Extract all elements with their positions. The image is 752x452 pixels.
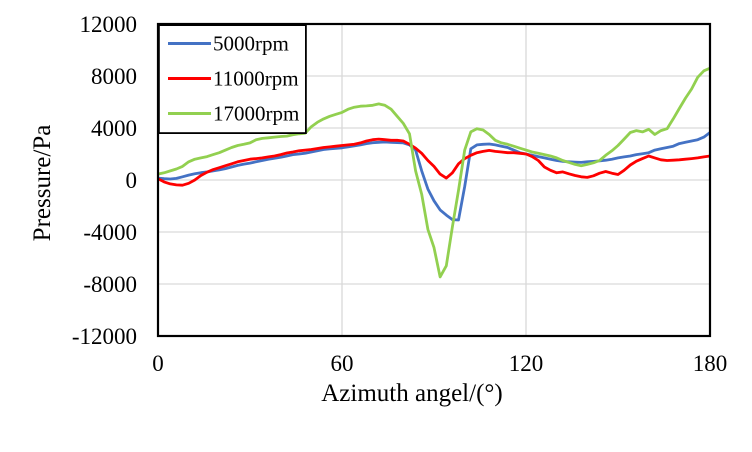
plot-border	[156, 22, 712, 338]
y-tick-label: 0	[126, 168, 138, 193]
y-tick-label: -8000	[83, 272, 137, 297]
legend-label-5000rpm: 5000rpm	[213, 32, 289, 56]
x-tick-label: 0	[152, 351, 164, 376]
legend-entry-17000rpm: 17000rpm	[168, 102, 299, 126]
x-tick-label: 180	[693, 351, 728, 376]
y-tick-label: 4000	[91, 116, 137, 141]
y-tick-label: -4000	[83, 220, 137, 245]
y-tick-label: 12000	[80, 12, 138, 37]
x-tick-label: 120	[509, 351, 544, 376]
series-line-5000rpm	[158, 131, 710, 222]
legend: 5000rpm 11000rpm 17000rpm	[157, 24, 307, 135]
y-tick-label: -12000	[72, 324, 137, 349]
series-line-17000rpm	[158, 66, 710, 279]
series-lines	[158, 66, 710, 279]
legend-label-11000rpm: 11000rpm	[213, 67, 299, 91]
x-axis-title: Azimuth angel/(°)	[321, 380, 502, 407]
legend-label-17000rpm: 17000rpm	[213, 102, 299, 126]
legend-entry-11000rpm: 11000rpm	[168, 67, 299, 91]
y-axis-tick-labels: -12000 -8000 -4000 0 4000 8000 12000	[72, 12, 137, 349]
y-tick-label: 8000	[91, 64, 137, 89]
y-axis-title: Pressure/Pa	[29, 125, 56, 242]
x-tick-label: 60	[331, 351, 354, 376]
x-axis-tick-labels: 0 60 120 180	[152, 351, 727, 376]
legend-entry-5000rpm: 5000rpm	[168, 32, 289, 56]
series-line-11000rpm	[158, 137, 710, 187]
